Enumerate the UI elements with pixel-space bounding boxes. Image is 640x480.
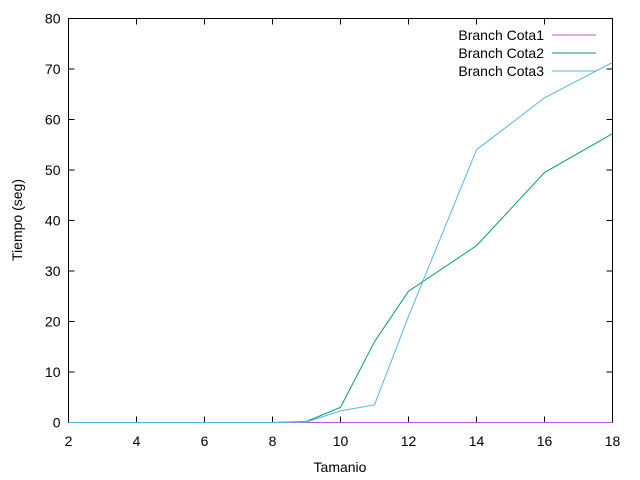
x-tick-label: 4 (133, 433, 141, 449)
y-tick-label: 40 (45, 213, 61, 229)
x-tick-label: 14 (469, 433, 485, 449)
y-tick-label: 60 (45, 112, 61, 128)
legend: Branch Cota1 Branch Cota2 Branch Cota3 (458, 27, 596, 79)
plot-frame (68, 18, 613, 423)
x-axis-label: Tamanio (314, 459, 367, 475)
y-tick-label: 30 (45, 263, 61, 279)
x-tick-label: 18 (605, 433, 621, 449)
x-tick-label: 6 (201, 433, 209, 449)
legend-label: Branch Cota1 (458, 27, 544, 43)
y-tick-label: 0 (53, 415, 61, 431)
y-tick-label: 20 (45, 314, 61, 330)
y-axis-label: Tiempo (seg) (9, 179, 25, 261)
legend-label: Branch Cota3 (458, 63, 544, 79)
x-tick-label: 2 (65, 433, 73, 449)
y-tick-label: 80 (45, 11, 61, 27)
x-tick-label: 10 (333, 433, 349, 449)
y-tick-label: 10 (45, 364, 61, 380)
series-line-3 (68, 61, 613, 423)
series-line-2 (68, 133, 613, 423)
y-tick-label: 70 (45, 61, 61, 77)
x-tick-label: 16 (537, 433, 553, 449)
series-lines (68, 61, 613, 423)
y-tick-label: 50 (45, 162, 61, 178)
axis-ticks: 2 4 6 8 10 12 14 16 18 0 10 20 30 40 50 60 70 80 (45, 11, 621, 450)
legend-label: Branch Cota2 (458, 45, 544, 61)
x-tick-label: 12 (401, 433, 417, 449)
plot-area (68, 18, 613, 423)
x-tick-label: 8 (269, 433, 277, 449)
